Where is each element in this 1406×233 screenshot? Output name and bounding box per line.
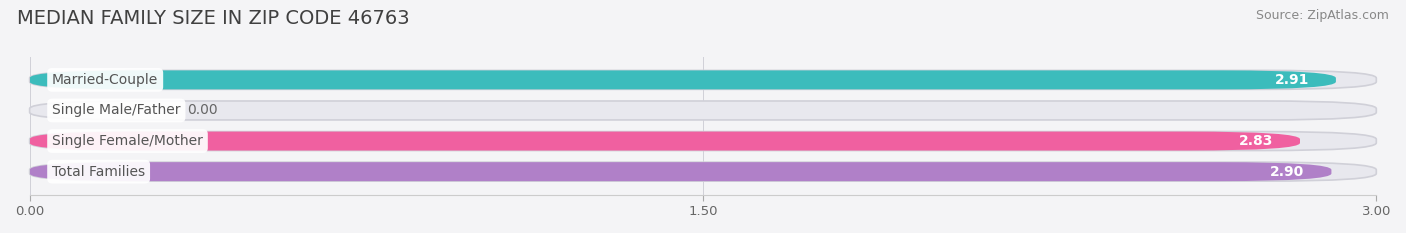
- FancyBboxPatch shape: [30, 162, 1331, 181]
- FancyBboxPatch shape: [30, 132, 1376, 151]
- FancyBboxPatch shape: [30, 132, 1301, 151]
- Text: 2.90: 2.90: [1270, 165, 1305, 179]
- FancyBboxPatch shape: [30, 70, 1336, 89]
- Text: MEDIAN FAMILY SIZE IN ZIP CODE 46763: MEDIAN FAMILY SIZE IN ZIP CODE 46763: [17, 9, 409, 28]
- FancyBboxPatch shape: [30, 101, 1376, 120]
- Text: Source: ZipAtlas.com: Source: ZipAtlas.com: [1256, 9, 1389, 22]
- Text: Married-Couple: Married-Couple: [52, 73, 159, 87]
- Text: 0.00: 0.00: [187, 103, 218, 117]
- Text: 2.83: 2.83: [1239, 134, 1272, 148]
- FancyBboxPatch shape: [30, 162, 1376, 181]
- Text: 2.91: 2.91: [1275, 73, 1309, 87]
- Text: Single Male/Father: Single Male/Father: [52, 103, 180, 117]
- Text: Single Female/Mother: Single Female/Mother: [52, 134, 202, 148]
- Text: Total Families: Total Families: [52, 165, 145, 179]
- FancyBboxPatch shape: [30, 70, 1376, 89]
